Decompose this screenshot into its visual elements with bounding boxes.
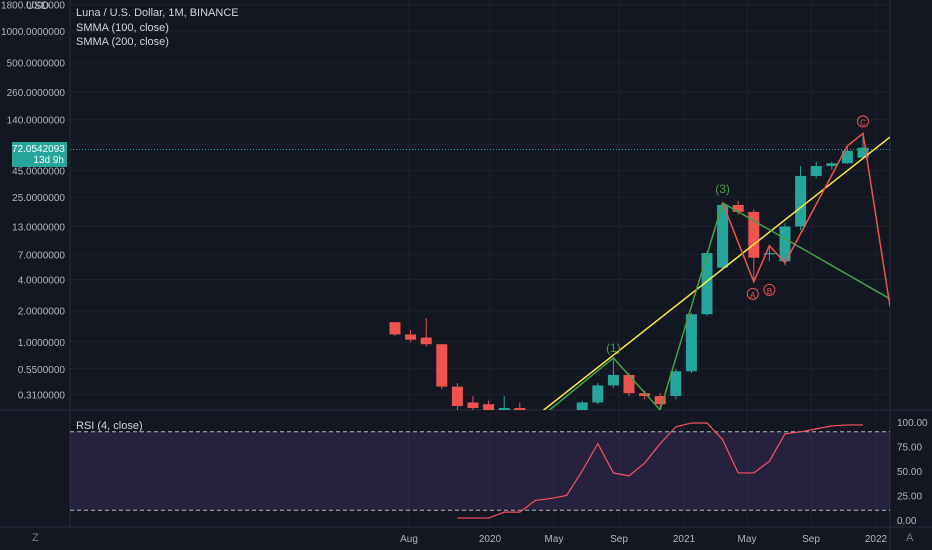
candle-body bbox=[779, 226, 791, 262]
rsi-band-fill bbox=[70, 431, 890, 511]
price-tick-label: 13.0000000 bbox=[12, 223, 65, 234]
wave-label-b-ring bbox=[763, 283, 776, 296]
candle-body bbox=[420, 337, 432, 345]
candle-body bbox=[623, 374, 635, 394]
candle-body bbox=[685, 314, 697, 372]
candle-body bbox=[483, 404, 495, 410]
price-tick-label: 4.0000000 bbox=[18, 276, 66, 287]
wave-label-3: (3) bbox=[715, 182, 730, 196]
price-tick-label: 25.0000000 bbox=[12, 193, 65, 204]
price-tick-label: 1800.0000000 bbox=[1, 1, 65, 12]
wave-label-a-ring bbox=[746, 287, 759, 300]
indicator-smma-100[interactable]: SMMA (100, close) bbox=[76, 22, 169, 34]
price-tick-label: 2.0000000 bbox=[18, 307, 66, 318]
candle-body bbox=[467, 402, 479, 409]
price-tick-label: 7.0000000 bbox=[18, 250, 66, 261]
candle-body bbox=[451, 386, 463, 407]
candle-body bbox=[639, 393, 651, 397]
wave-label-b: B bbox=[767, 287, 772, 296]
candle-body bbox=[654, 396, 666, 405]
wave-line-red bbox=[721, 132, 890, 307]
price-tick-label: 1.0000000 bbox=[18, 338, 66, 349]
time-axis[interactable]: Aug 2020 May Sep 2021 May Sep 2022 bbox=[400, 534, 887, 545]
time-tick-label: May bbox=[545, 534, 564, 545]
candle-body bbox=[498, 408, 510, 410]
candle-body bbox=[732, 204, 744, 212]
candle-body bbox=[763, 253, 775, 255]
candle-body bbox=[701, 253, 713, 315]
price-axis[interactable]: 1800.0000000 1000.0000000 500.0000000 260.0… bbox=[1, 1, 65, 402]
time-tick-label: 2022 bbox=[865, 534, 888, 545]
candle-body bbox=[717, 204, 729, 268]
price-tick-label: 45.0000000 bbox=[12, 167, 65, 178]
candle-body bbox=[795, 175, 807, 227]
timezone-icon[interactable]: Z bbox=[32, 532, 39, 544]
time-tick-label: Aug bbox=[400, 534, 418, 545]
rsi-tick-label: 25.00 bbox=[897, 492, 922, 503]
time-tick-label: 2021 bbox=[673, 534, 696, 545]
candle-body bbox=[405, 334, 417, 340]
candle-body bbox=[826, 163, 838, 166]
price-tick-label: 500.0000000 bbox=[7, 58, 66, 69]
rsi-series bbox=[457, 422, 863, 519]
auto-scale-icon[interactable]: A bbox=[906, 532, 914, 544]
candle-body bbox=[592, 385, 604, 403]
candle-body bbox=[670, 371, 682, 397]
rsi-line bbox=[457, 422, 863, 519]
wave-label-1: (1) bbox=[606, 341, 621, 355]
wave-label-a: A bbox=[750, 291, 756, 300]
wave-overlays: (1) (3) A B C bbox=[70, 115, 890, 410]
wave-line-green bbox=[548, 201, 890, 410]
time-tick-label: 2020 bbox=[479, 534, 502, 545]
last-price-badge: 72.0542093 13d 9h bbox=[12, 142, 67, 167]
rsi-tick-label: 50.00 bbox=[897, 467, 922, 478]
wave-label-c: C bbox=[860, 118, 866, 127]
candle-body bbox=[514, 408, 526, 410]
last-price-value: 72.0542093 bbox=[12, 144, 65, 155]
rsi-tick-label: 75.00 bbox=[897, 443, 922, 454]
indicator-smma-200[interactable]: SMMA (200, close) bbox=[76, 36, 169, 48]
rsi-band bbox=[70, 431, 890, 511]
price-tick-label: 0.3100000 bbox=[18, 391, 66, 402]
candle-body bbox=[810, 165, 822, 176]
time-tick-label: Sep bbox=[802, 534, 820, 545]
candle-body bbox=[748, 211, 760, 258]
time-tick-label: Sep bbox=[610, 534, 628, 545]
candles bbox=[389, 133, 869, 410]
bar-countdown: 13d 9h bbox=[33, 155, 64, 166]
wave-label-c-ring bbox=[857, 115, 869, 128]
candle-body bbox=[607, 374, 619, 386]
rsi-tick-label: 0.00 bbox=[897, 516, 917, 527]
candle-body bbox=[576, 402, 588, 410]
candle-body bbox=[841, 150, 853, 164]
time-tick-label: May bbox=[738, 534, 757, 545]
candle-body bbox=[436, 344, 448, 387]
rsi-tick-label: 100.00 bbox=[897, 418, 928, 429]
price-tick-label: 0.5500000 bbox=[18, 365, 66, 376]
rsi-axis[interactable]: 100.00 75.00 50.00 25.00 0.00 bbox=[897, 418, 928, 527]
currency-label: USD bbox=[26, 0, 50, 12]
candle-body bbox=[857, 147, 869, 158]
candle-body bbox=[389, 322, 401, 335]
trend-line bbox=[542, 136, 890, 410]
price-tick-label: 260.0000000 bbox=[7, 88, 66, 99]
price-tick-label: 1000.0000000 bbox=[1, 27, 65, 38]
price-tick-label: 140.0000000 bbox=[7, 116, 66, 127]
chart-title[interactable]: Luna / U.S. Dollar, 1M, BINANCE bbox=[76, 7, 239, 19]
indicator-rsi[interactable]: RSI (4, close) bbox=[76, 420, 143, 432]
